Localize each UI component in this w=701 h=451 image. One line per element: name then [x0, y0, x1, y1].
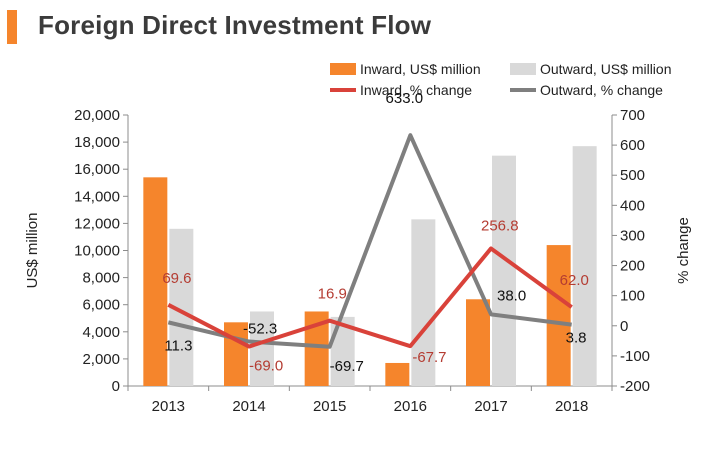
bars: [143, 146, 597, 386]
right-tick-label: 700: [620, 107, 645, 124]
legend-label: Inward, US$ million: [360, 61, 481, 77]
right-tick-label: 200: [620, 258, 645, 275]
left-tick-label: 18,000: [74, 134, 120, 151]
x-tick-label: 2017: [474, 398, 507, 415]
right-tick-label: 400: [620, 197, 645, 214]
inward-bar: [224, 322, 248, 386]
outward-bar: [492, 155, 516, 386]
inward-change-label: -69.0: [249, 358, 283, 375]
legend-swatch: [330, 63, 356, 75]
left-tick-label: 14,000: [74, 188, 120, 205]
x-tick-label: 2016: [394, 398, 427, 415]
inward-change-label: 256.8: [481, 217, 519, 234]
inward-change-line: [167, 246, 573, 349]
outward-change-label: 11.3: [164, 337, 192, 354]
right-tick-label: 0: [620, 318, 628, 335]
outward-change-label: 3.8: [566, 330, 587, 347]
outward-change-label: -69.7: [330, 358, 364, 375]
legend: Inward, US$ million Outward, US$ million I…: [330, 61, 672, 98]
outward-change-label: 38.0: [497, 287, 526, 304]
chart-title: Foreign Direct Investment Flow: [38, 10, 432, 40]
y-right-axis-title: % change: [675, 217, 692, 284]
right-tick-label: -100: [620, 348, 650, 365]
title-accent-bar: [7, 10, 17, 44]
left-tick-label: 12,000: [74, 215, 120, 232]
inward-bar: [385, 362, 410, 386]
right-tick-label: 600: [620, 137, 645, 154]
inward-bar: [546, 245, 571, 386]
x-tick-label: 2018: [555, 398, 588, 415]
inward-change-label: 16.9: [318, 286, 347, 303]
inward-change-label: 69.6: [162, 270, 191, 287]
legend-label: Outward, US$ million: [540, 61, 672, 77]
y-left-axis-title: US$ million: [24, 213, 41, 289]
x-tick-label: 2014: [232, 398, 265, 415]
legend-label: Inward, % change: [360, 82, 472, 98]
inward-bar: [143, 177, 168, 386]
axes: 0 2,000 4,000 6,000 8,000 10,000 12,000 14,000 1…: [24, 107, 692, 415]
inward-bar: [466, 299, 490, 386]
outward-change-label: -52.3: [243, 321, 277, 338]
legend-label: Outward, % change: [540, 82, 663, 98]
outward-bar: [250, 311, 274, 386]
left-tick-label: 6,000: [82, 297, 120, 314]
x-tick-label: 2013: [152, 398, 185, 415]
inward-change-label: 62.0: [560, 272, 589, 289]
left-tick-label: 4,000: [82, 324, 120, 341]
left-tick-label: 16,000: [74, 161, 120, 178]
x-tick-label: 2015: [313, 398, 346, 415]
inward-change-label: -67.7: [412, 349, 446, 366]
outward-bar: [411, 219, 436, 386]
data-labels: 69.6 -69.0 16.9 -67.7 256.8 62.0 11.3 -52.3 -69.…: [162, 90, 589, 375]
outward-change-label: 633.0: [386, 90, 424, 107]
outward-bar: [572, 146, 597, 386]
legend-swatch: [510, 63, 536, 75]
right-tick-label: -200: [620, 378, 650, 395]
left-tick-label: 20,000: [74, 107, 120, 124]
right-tick-label: 100: [620, 288, 645, 305]
left-tick-label: 10,000: [74, 243, 120, 260]
left-tick-label: 8,000: [82, 270, 120, 287]
right-tick-label: 300: [620, 227, 645, 244]
right-tick-label: 500: [620, 167, 645, 184]
lines: [167, 133, 573, 349]
left-tick-label: 0: [112, 378, 120, 395]
left-tick-label: 2,000: [82, 351, 120, 368]
